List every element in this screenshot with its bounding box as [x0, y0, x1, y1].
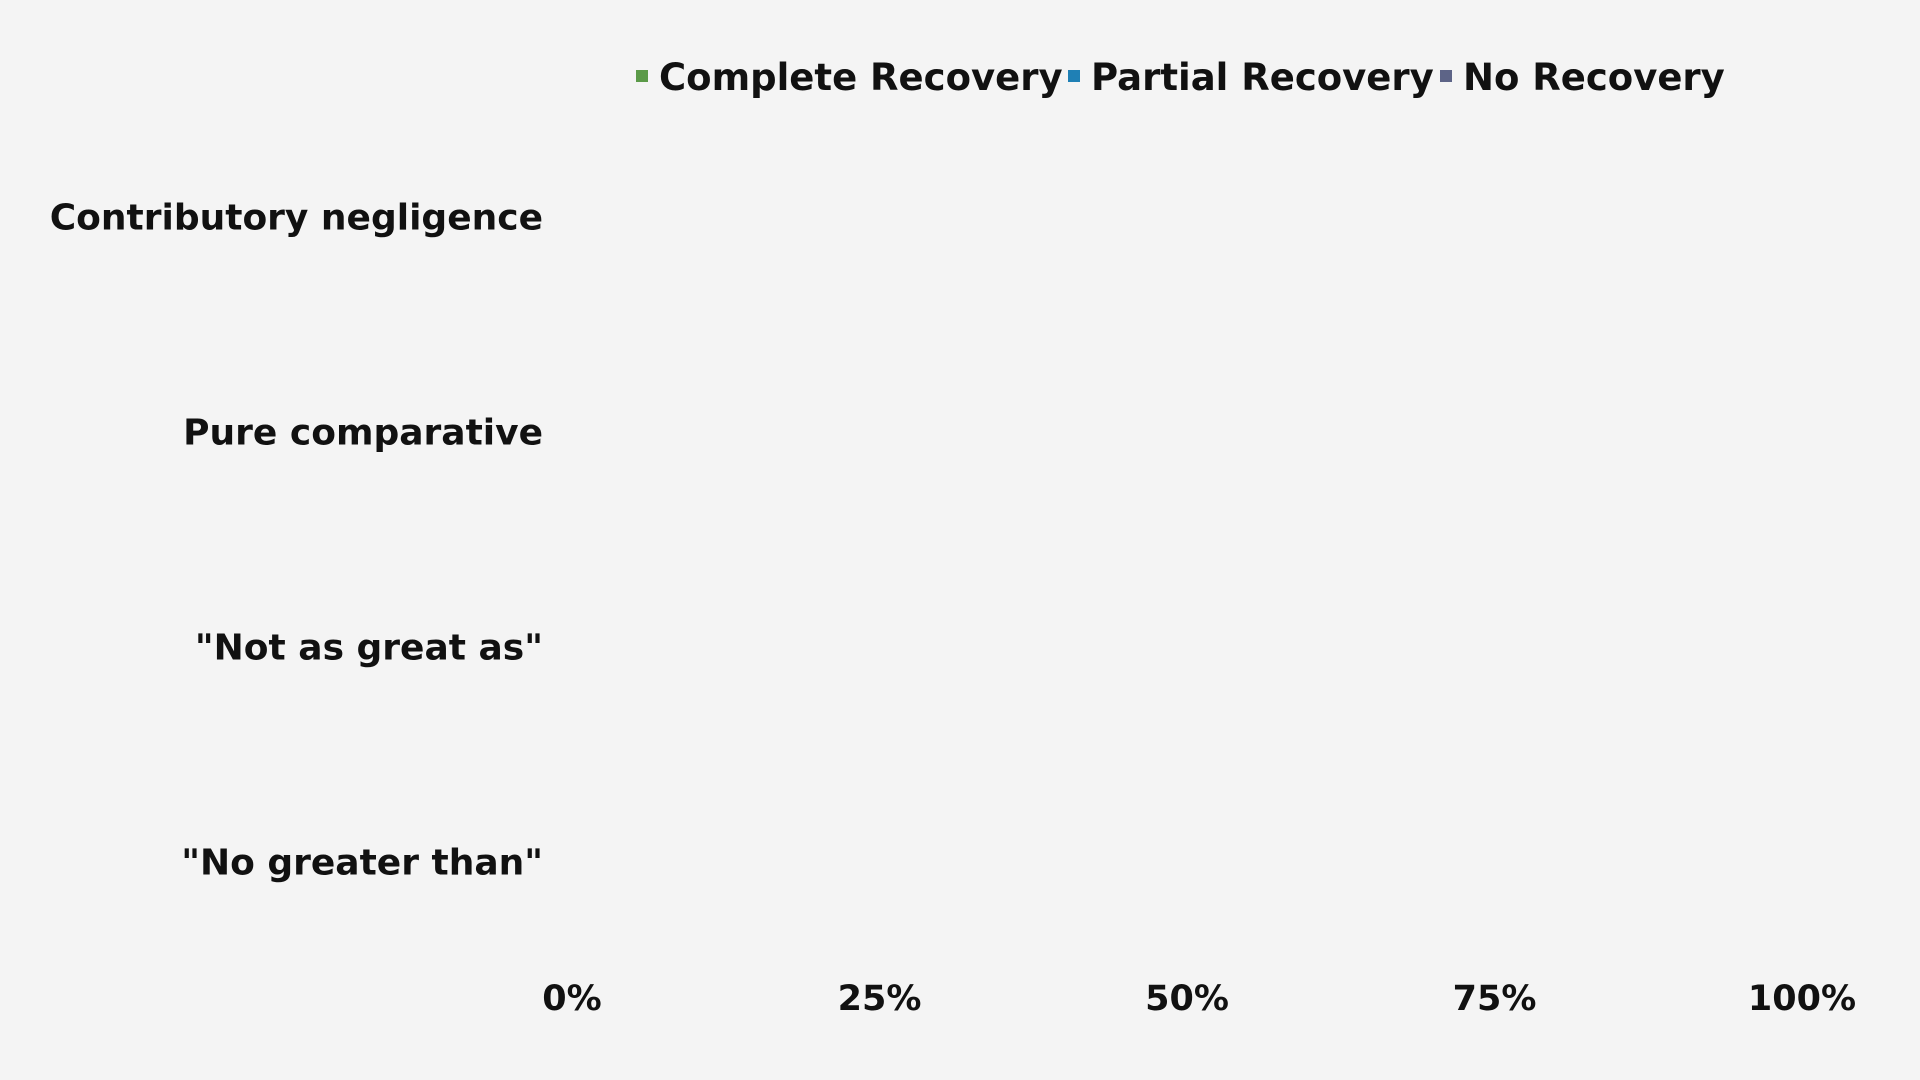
- legend-swatch-complete-recovery: [636, 70, 648, 82]
- chart-legend: Complete Recovery Partial Recovery No Reco…: [636, 56, 1725, 99]
- x-tick-label: 50%: [1145, 979, 1229, 1019]
- legend-item-no-recovery[interactable]: No Recovery: [1440, 56, 1725, 99]
- legend-item-partial-recovery[interactable]: Partial Recovery: [1068, 56, 1434, 99]
- category-label: Pure comparative: [183, 413, 543, 454]
- legend-swatch-partial-recovery: [1068, 70, 1080, 82]
- value-axis: 0% 25% 50% 75% 100%: [542, 979, 1856, 1019]
- category-label: Contributory negligence: [50, 198, 543, 239]
- x-tick-label: 75%: [1453, 979, 1537, 1019]
- category-label: "Not as great as": [195, 628, 543, 669]
- legend-label-no-recovery: No Recovery: [1463, 56, 1725, 99]
- category-label: "No greater than": [181, 843, 543, 884]
- x-tick-label: 0%: [542, 979, 601, 1019]
- legend-swatch-no-recovery: [1440, 70, 1452, 82]
- legend-item-complete-recovery[interactable]: Complete Recovery: [636, 56, 1063, 99]
- x-tick-label: 25%: [838, 979, 922, 1019]
- legend-label-partial-recovery: Partial Recovery: [1091, 56, 1434, 99]
- category-axis: Contributory negligence Pure comparative "…: [50, 198, 543, 884]
- legend-label-complete-recovery: Complete Recovery: [659, 56, 1063, 99]
- x-tick-label: 100%: [1748, 979, 1856, 1019]
